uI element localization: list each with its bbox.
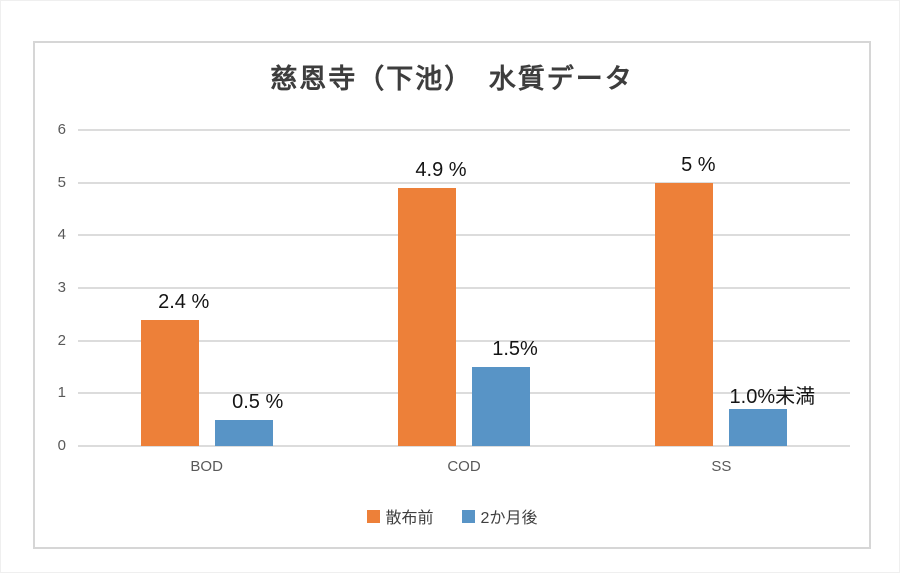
gridline	[78, 392, 850, 395]
y-tick-label: 2	[57, 331, 66, 349]
gridline	[78, 234, 850, 237]
legend-label: 2か月後	[480, 510, 538, 527]
legend: 散布前 2か月後	[35, 504, 869, 528]
plot-area: 0 1 2 3 4 5 6 BOD 2.4 % 0.5 % COD 4.9 % 1.5% SS 5 % 1.0…	[58, 121, 850, 475]
legend-item: 散布前	[366, 504, 434, 528]
legend-label: 散布前	[385, 510, 434, 527]
y-tick-label: 3	[57, 279, 66, 296]
legend-item: 2か月後	[461, 504, 538, 528]
bar-value-label: 1.0%未満	[729, 386, 816, 409]
bar-value-label: 2.4 %	[158, 290, 210, 313]
bar-value-label: 0.5 %	[232, 390, 284, 413]
gridline	[78, 287, 850, 289]
bar	[214, 419, 273, 446]
x-axis-label: SS	[711, 458, 732, 475]
bar	[472, 367, 530, 446]
gridline	[78, 339, 850, 342]
gridline	[78, 129, 850, 131]
legend-swatch-icon	[366, 509, 380, 523]
y-tick-label: 5	[57, 173, 66, 191]
bar	[398, 187, 456, 446]
y-tick-label: 0	[57, 437, 66, 454]
bar-value-label: 4.9 %	[415, 158, 467, 181]
legend-swatch-icon	[461, 509, 475, 523]
gridline	[78, 181, 850, 184]
gridline	[78, 445, 850, 447]
bar	[729, 409, 788, 446]
y-tick-label: 4	[57, 226, 66, 244]
bar-value-label: 1.5%	[492, 338, 538, 360]
chart-title: 慈恩寺（下池） 水質データ	[270, 64, 634, 94]
chart-frame: 慈恩寺（下池） 水質データ 0 1 2 3 4 5 6 BOD 2.4 % 0.5 % COD 4.9…	[33, 41, 871, 549]
y-tick-label: 1	[57, 384, 66, 402]
y-tick-label: 6	[57, 121, 66, 138]
bar	[140, 319, 199, 446]
bar	[655, 182, 714, 446]
bar-value-label: 5 %	[681, 153, 716, 176]
x-axis-label: BOD	[190, 458, 223, 475]
x-axis-label: COD	[447, 458, 481, 475]
